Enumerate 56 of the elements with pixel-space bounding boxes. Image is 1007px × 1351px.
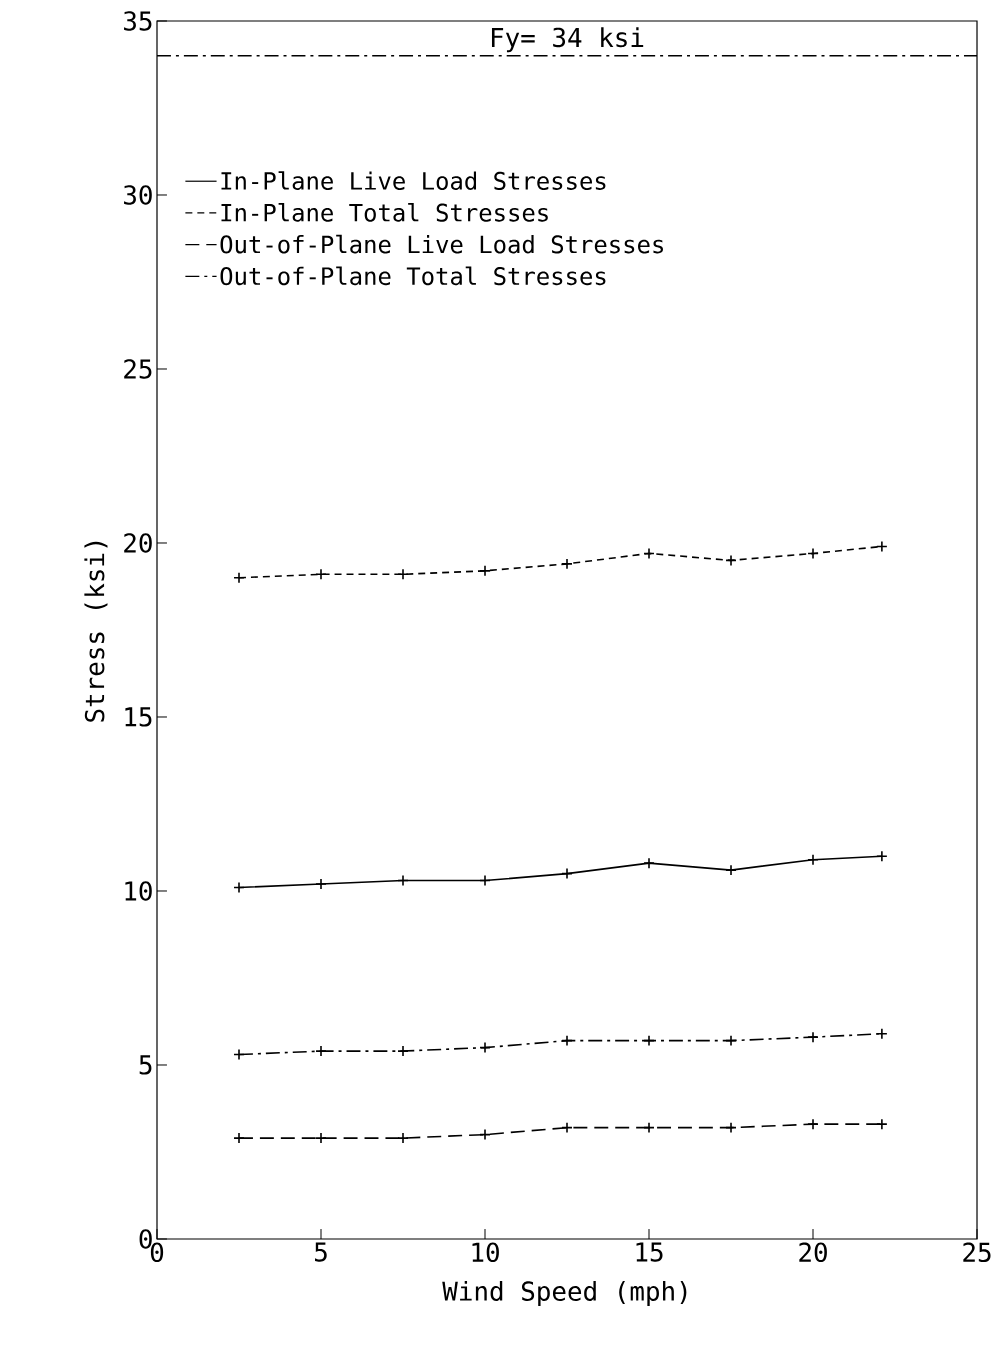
point xyxy=(876,1027,888,1040)
point xyxy=(725,1034,737,1047)
point xyxy=(807,1118,819,1130)
point xyxy=(561,1034,573,1047)
point xyxy=(479,1041,491,1054)
x-tick-label: 20 xyxy=(799,1242,827,1263)
point xyxy=(876,850,888,862)
y-tick-label: 5 xyxy=(139,1055,152,1075)
point xyxy=(643,857,655,869)
point xyxy=(643,1121,655,1134)
legend-label: In-Plane Total Stresses xyxy=(221,203,548,222)
point xyxy=(315,878,327,890)
x-tick-label: 5 xyxy=(315,1242,327,1262)
point xyxy=(807,1031,819,1043)
point xyxy=(397,1132,409,1144)
point xyxy=(725,1121,737,1134)
y-tick-label: 0 xyxy=(139,1229,152,1249)
point xyxy=(315,568,327,581)
ref-line-label: Fy= 34 ksi xyxy=(491,27,644,53)
point xyxy=(876,540,888,553)
x-tick-label: 25 xyxy=(963,1242,991,1263)
legend-label: In-Plane Live Load Stresses xyxy=(221,171,606,190)
point xyxy=(725,554,737,567)
point xyxy=(643,547,655,560)
point xyxy=(725,864,737,876)
y-tick-label: 25 xyxy=(124,359,152,379)
x-tick-label: 10 xyxy=(472,1242,499,1263)
point xyxy=(479,1128,491,1141)
point xyxy=(876,1118,888,1130)
y-tick-label: 35 xyxy=(124,11,152,31)
y-tick-label: 30 xyxy=(124,185,152,205)
point xyxy=(315,1132,327,1144)
point xyxy=(561,1121,573,1134)
point xyxy=(397,874,409,887)
point xyxy=(561,867,573,880)
y-axis-title: Stress (ksi) xyxy=(84,541,108,722)
point xyxy=(397,1045,409,1057)
point xyxy=(561,558,573,570)
x-tick-label: 15 xyxy=(636,1242,663,1262)
point xyxy=(807,853,819,866)
point xyxy=(397,568,409,581)
y-tick-label: 20 xyxy=(124,533,152,553)
point xyxy=(233,1132,245,1144)
legend-label: Out-of-Plane Total Stresses xyxy=(220,266,606,286)
y-tick-label: 10 xyxy=(125,881,152,901)
point xyxy=(643,1034,655,1047)
point xyxy=(233,881,245,894)
point xyxy=(233,1048,245,1061)
point xyxy=(479,874,491,887)
point xyxy=(479,565,491,577)
point xyxy=(315,1045,327,1057)
x-axis-title: Wind Speed (mph) xyxy=(442,1280,687,1306)
point xyxy=(233,572,245,584)
point xyxy=(807,547,819,560)
y-tick-label: 15 xyxy=(125,707,152,727)
legend-label: Out-of-Plane Live Load Stresses xyxy=(220,234,663,254)
